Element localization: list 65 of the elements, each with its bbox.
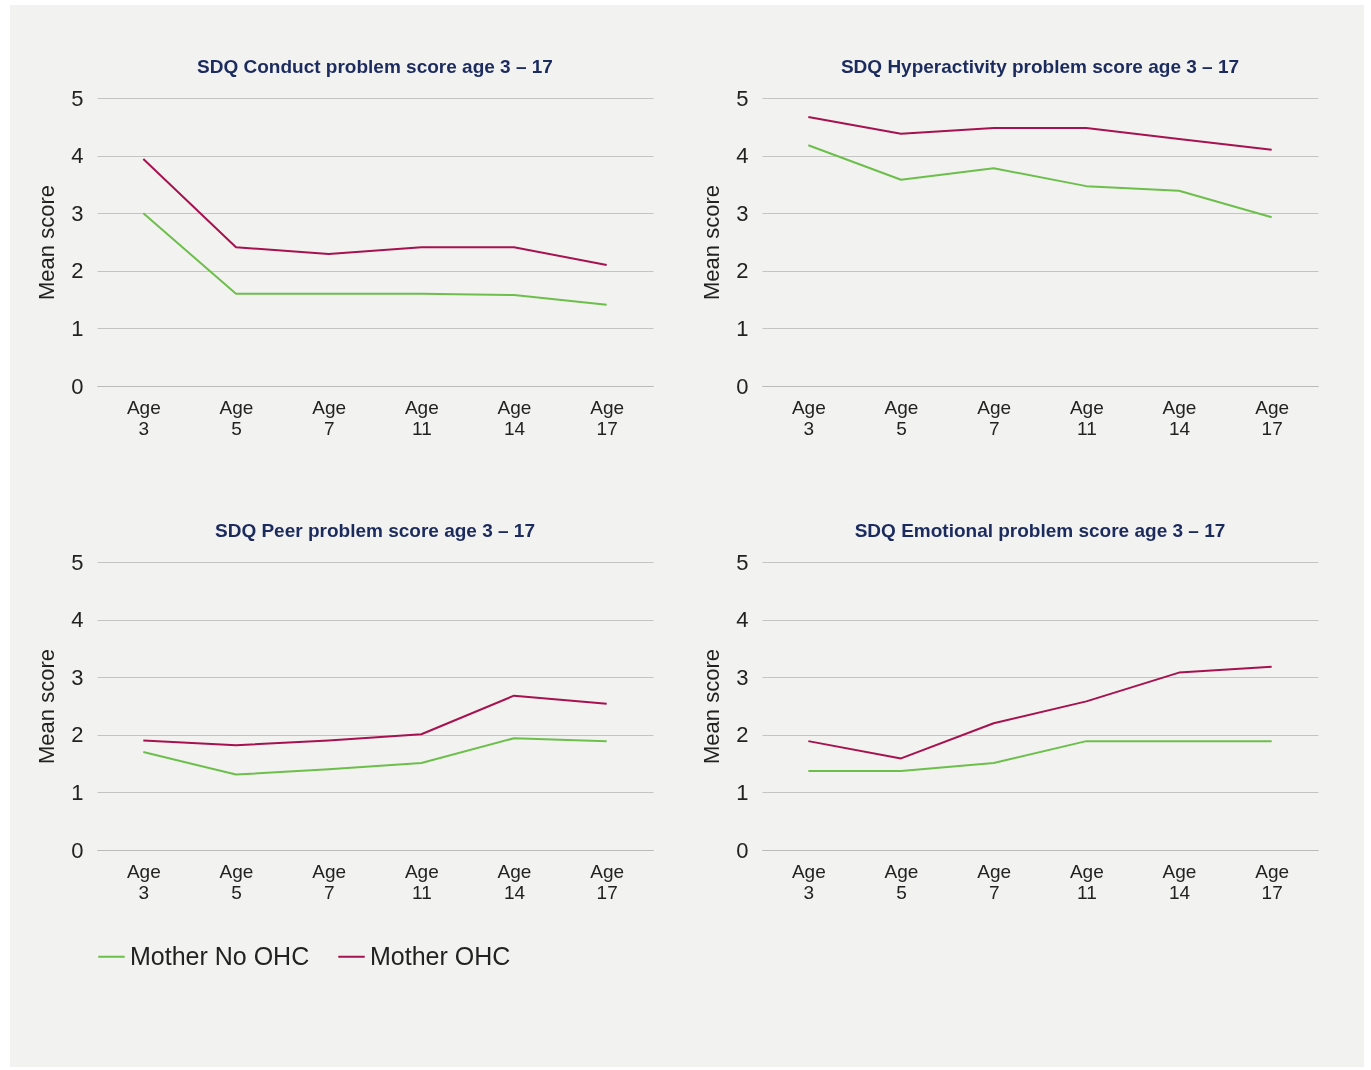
y-tick-label: 0 xyxy=(71,837,84,863)
x-tick-label: Age 3 xyxy=(791,860,826,903)
x-tick-label: Age 5 xyxy=(219,860,254,903)
y-tick-label: 0 xyxy=(736,373,749,399)
x-tick-label: Age 3 xyxy=(791,396,826,439)
x-tick-label: Age 5 xyxy=(884,396,919,439)
x-tick-label: Age 17 xyxy=(590,396,625,439)
line-series xyxy=(807,144,1273,219)
line-series xyxy=(142,212,608,306)
y-tick-label: 2 xyxy=(736,258,749,284)
y-axis-title: Mean score xyxy=(699,185,725,300)
line-series xyxy=(807,665,1273,760)
y-tick-label: 0 xyxy=(71,373,84,399)
y-tick-label: 5 xyxy=(71,549,84,575)
y-tick-label: 1 xyxy=(71,779,84,805)
y-tick-label: 2 xyxy=(736,722,749,748)
x-tick-label: Age 17 xyxy=(1255,396,1290,439)
y-tick-label: 4 xyxy=(71,607,84,633)
y-tick-label: 3 xyxy=(71,200,84,226)
y-tick-label: 5 xyxy=(71,85,84,111)
y-axis-title: Mean score xyxy=(34,185,60,300)
chart-title: SDQ Peer problem score age 3 – 17 xyxy=(215,520,535,541)
x-tick-label: Age 7 xyxy=(312,396,347,439)
x-tick-label: Age 17 xyxy=(1255,860,1290,903)
y-tick-label: 5 xyxy=(736,549,749,575)
y-axis-title: Mean score xyxy=(34,649,60,764)
y-tick-label: 3 xyxy=(736,664,749,690)
line-series xyxy=(807,116,1273,151)
y-tick-label: 5 xyxy=(736,85,749,111)
chart-title: SDQ Hyperactivity problem score age 3 – 17 xyxy=(840,56,1240,77)
y-tick-label: 2 xyxy=(71,722,84,748)
x-tick-label: Age 14 xyxy=(1162,860,1197,903)
x-tick-label: Age 11 xyxy=(404,860,439,903)
line-series xyxy=(142,737,608,776)
y-tick-label: 1 xyxy=(736,315,749,341)
y-tick-label: 2 xyxy=(71,258,84,284)
x-tick-label: Age 14 xyxy=(1162,396,1197,439)
x-tick-label: Age 7 xyxy=(977,396,1012,439)
x-tick-label: Age 17 xyxy=(590,860,625,903)
legend-label: Mother OHC xyxy=(370,941,511,970)
chart-title: SDQ Emotional problem score age 3 – 17 xyxy=(854,520,1226,541)
y-tick-label: 4 xyxy=(736,607,749,633)
line-series xyxy=(142,158,608,267)
x-tick-label: Age 5 xyxy=(884,860,919,903)
y-tick-label: 4 xyxy=(71,143,84,169)
x-tick-label: Age 11 xyxy=(1069,860,1104,903)
y-tick-label: 1 xyxy=(736,779,749,805)
y-tick-label: 3 xyxy=(736,200,749,226)
y-tick-label: 0 xyxy=(736,837,749,863)
y-tick-label: 4 xyxy=(736,143,749,169)
y-axis-title: Mean score xyxy=(699,649,725,764)
x-tick-label: Age 7 xyxy=(977,860,1012,903)
line-series xyxy=(142,694,608,747)
x-tick-label: Age 5 xyxy=(219,396,254,439)
y-tick-label: 3 xyxy=(71,664,84,690)
chart-title: SDQ Conduct problem score age 3 – 17 xyxy=(197,56,553,77)
x-tick-label: Age 7 xyxy=(312,860,347,903)
x-tick-label: Age 14 xyxy=(497,860,532,903)
x-tick-label: Age 14 xyxy=(497,396,532,439)
x-tick-label: Age 3 xyxy=(126,396,161,439)
x-tick-label: Age 11 xyxy=(404,396,439,439)
y-tick-label: 1 xyxy=(71,315,84,341)
x-tick-label: Age 3 xyxy=(126,860,161,903)
legend-label: Mother No OHC xyxy=(130,941,310,970)
x-tick-label: Age 11 xyxy=(1069,396,1104,439)
